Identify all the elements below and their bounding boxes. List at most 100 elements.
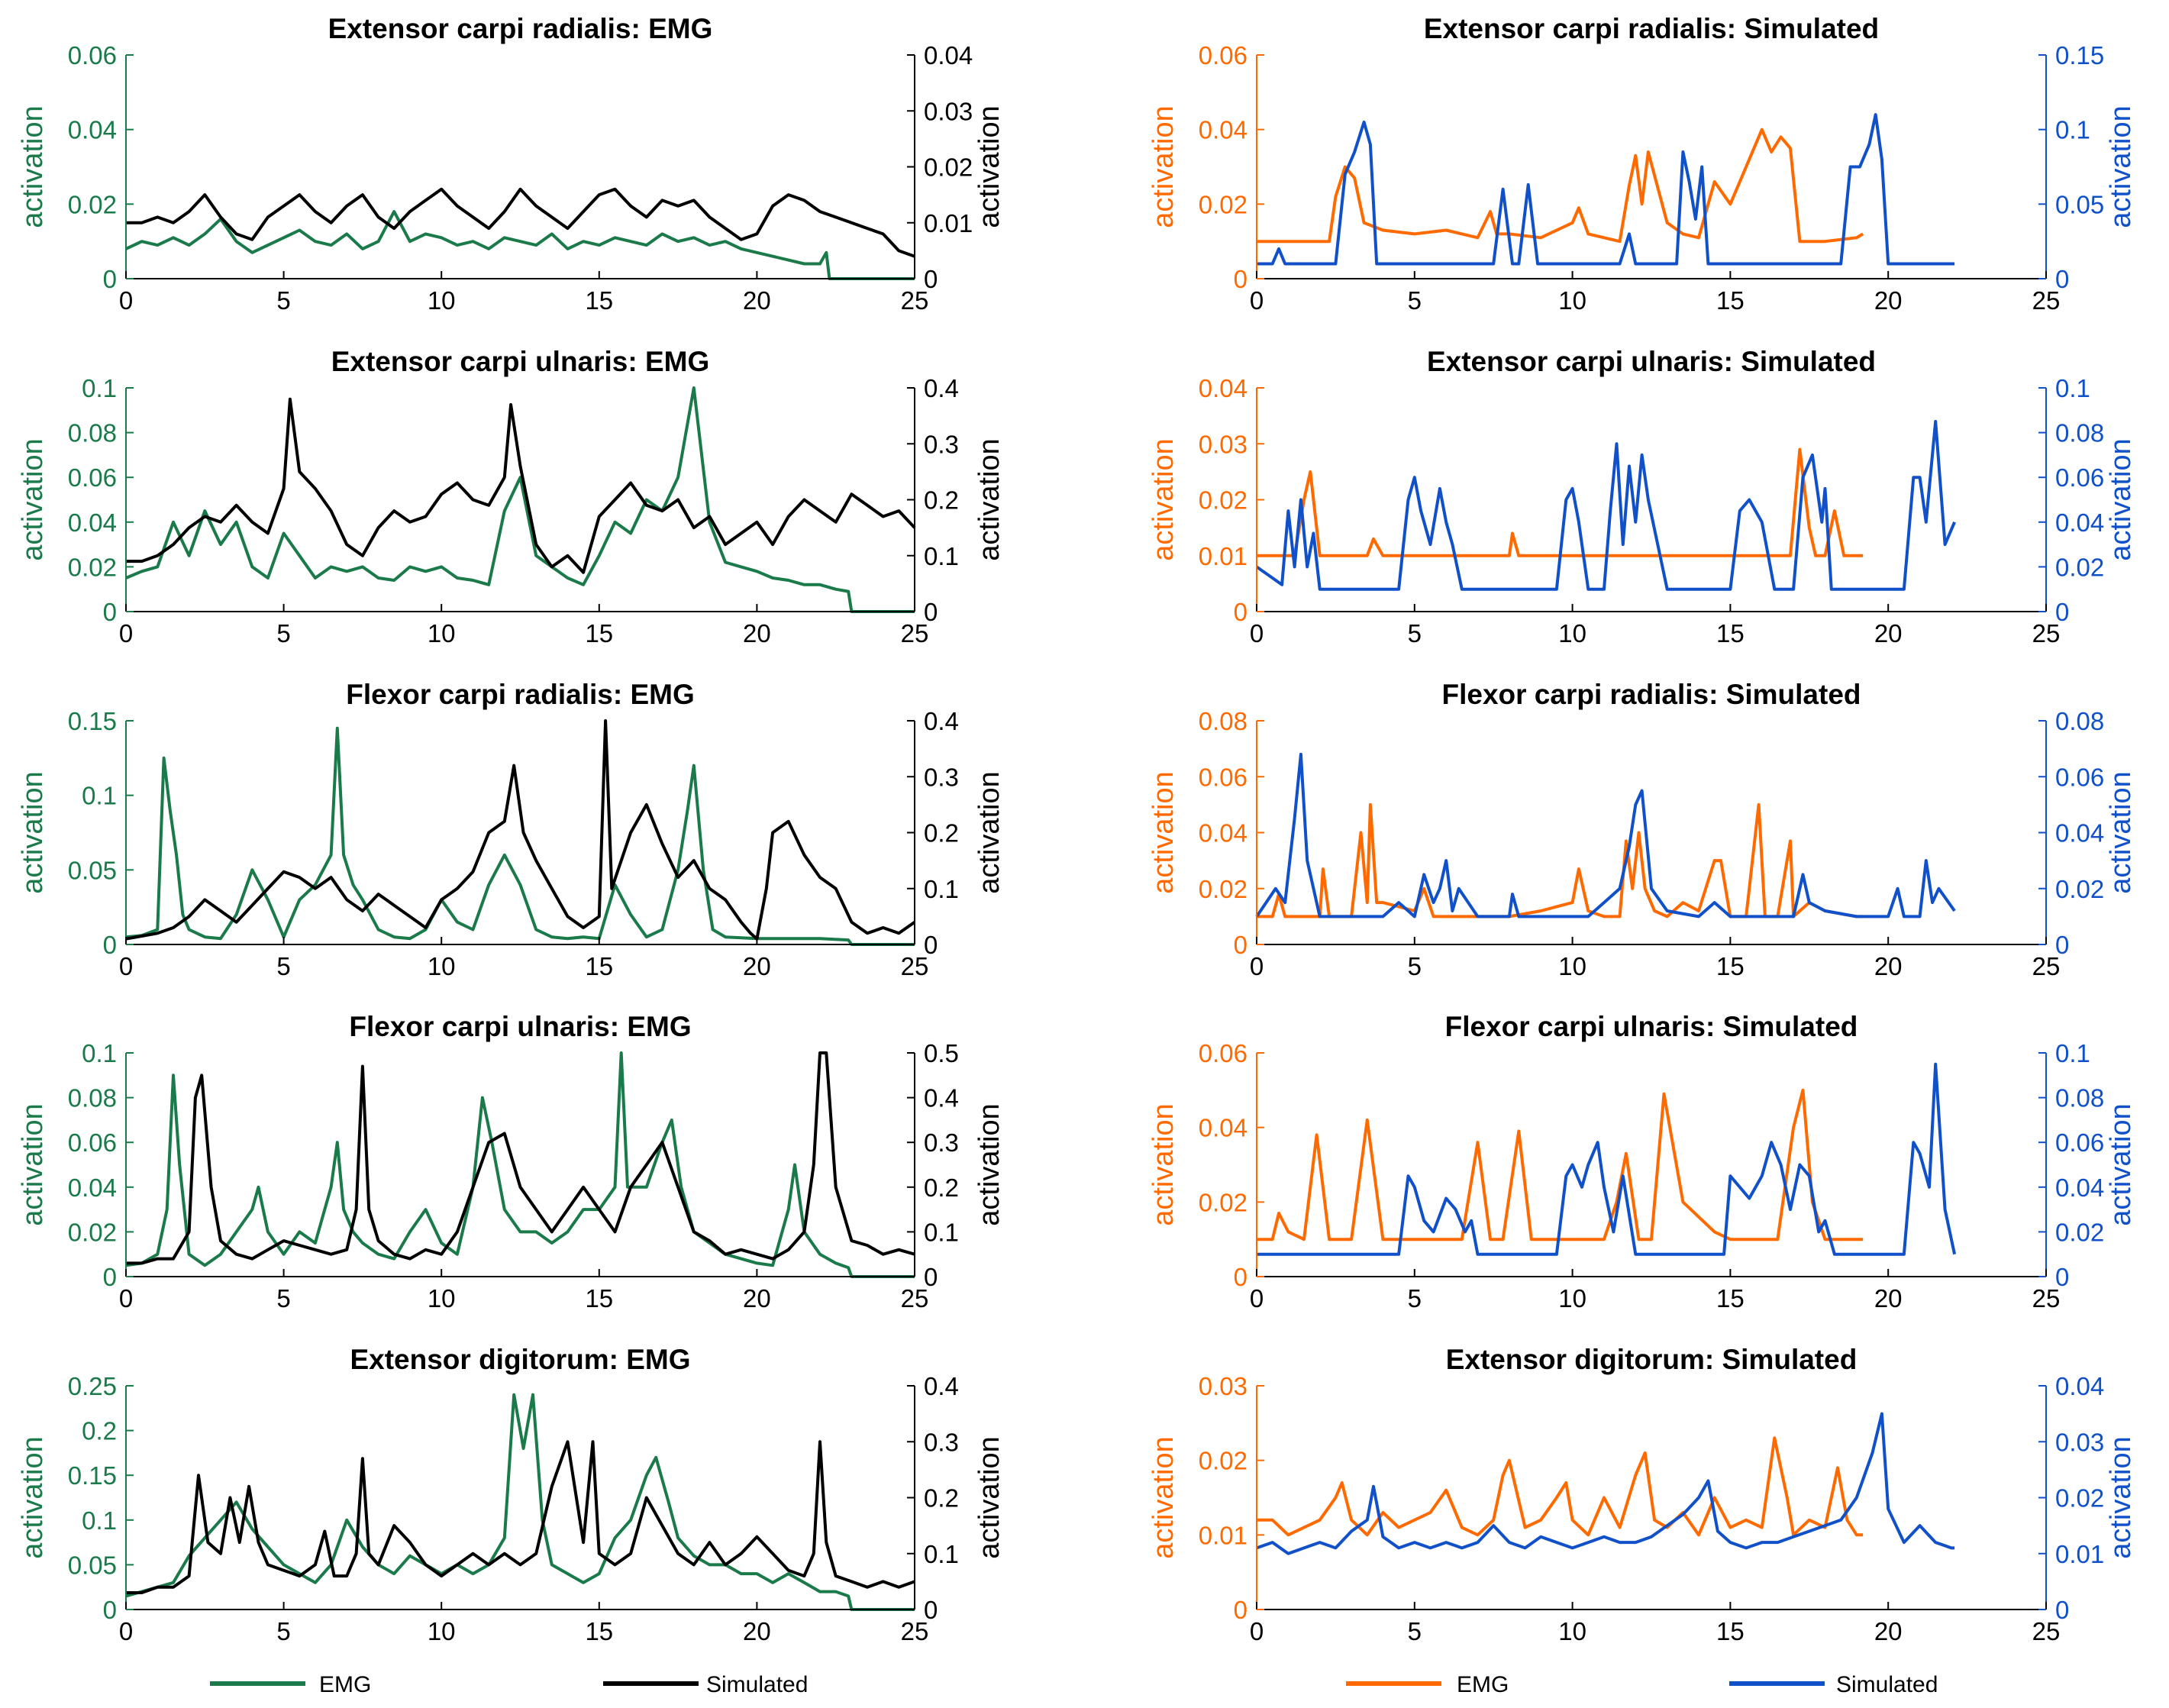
x-tick-label: 15 xyxy=(585,619,613,647)
y-axis-label-left: activation xyxy=(17,105,49,228)
y-tick-label-right: 0.06 xyxy=(2055,763,2104,791)
y-tick-label-left: 0.05 xyxy=(68,1551,117,1579)
y-tick-label-left: 0.02 xyxy=(68,553,117,581)
y-tick-label-right: 0.08 xyxy=(2055,1084,2104,1112)
x-tick-label: 15 xyxy=(585,1617,613,1645)
y-tick-label-left: 0 xyxy=(1234,265,1247,293)
y-tick-label-left: 0.04 xyxy=(68,116,117,144)
y-axis-label-right: activation xyxy=(973,105,1005,228)
y-tick-label-left: 0.04 xyxy=(1199,374,1247,402)
x-tick-label: 10 xyxy=(428,1284,456,1312)
y-tick-label-right: 0.02 xyxy=(2055,1218,2104,1246)
x-tick-label: 10 xyxy=(1558,1284,1586,1312)
y-tick-label-right: 0 xyxy=(2055,931,2069,959)
y-tick-label-right: 0 xyxy=(924,931,938,959)
y-axis-label-right: activation xyxy=(2105,1103,2137,1226)
x-tick-label: 20 xyxy=(743,1617,771,1645)
y-tick-label-right: 0 xyxy=(924,265,938,293)
y-tick-label-right: 0.08 xyxy=(2055,419,2104,447)
x-tick-label: 10 xyxy=(1558,286,1586,315)
x-tick-label: 5 xyxy=(1408,1617,1422,1645)
chart-title: Flexor carpi ulnaris: EMG xyxy=(349,1011,691,1042)
y-tick-label-right: 0.15 xyxy=(2055,41,2104,69)
y-tick-label-left: 0.04 xyxy=(1199,1114,1247,1142)
y-tick-label-right: 0.04 xyxy=(2055,509,2104,537)
y-axis-label-left: activation xyxy=(17,438,49,561)
y-tick-label-left: 0.04 xyxy=(68,509,117,537)
x-tick-label: 25 xyxy=(901,1284,929,1312)
y-tick-label-right: 0.02 xyxy=(2055,553,2104,581)
y-tick-label-right: 0.1 xyxy=(2055,116,2090,144)
y-axis-label-left: activation xyxy=(1147,1103,1180,1226)
series-line-emg xyxy=(125,386,915,613)
y-tick-label-right: 0.04 xyxy=(924,41,973,69)
x-tick-label: 0 xyxy=(1250,286,1264,315)
y-axis-label-right: activation xyxy=(2105,1436,2137,1559)
y-tick-label-left: 0.06 xyxy=(1199,41,1247,69)
y-tick-label-right: 0.3 xyxy=(924,1128,959,1157)
x-tick-label: 0 xyxy=(1250,952,1264,980)
y-axis-label-right: activation xyxy=(2105,105,2137,228)
y-tick-label-right: 0.04 xyxy=(2055,1174,2104,1202)
y-tick-label-right: 0.1 xyxy=(924,542,959,570)
series-line-simulated xyxy=(1255,420,1956,591)
series-line-simulated xyxy=(126,397,916,574)
y-tick-label-left: 0.01 xyxy=(1199,1521,1247,1549)
y-tick-label-left: 0 xyxy=(103,931,117,959)
x-tick-label: 0 xyxy=(119,1617,133,1645)
legend-left-sim-label: Simulated xyxy=(706,1672,808,1697)
chart-title: Extensor carpi ulnaris: EMG xyxy=(331,346,710,377)
chart-title: Flexor carpi radialis: EMG xyxy=(346,679,694,710)
y-tick-label-left: 0.04 xyxy=(68,1174,117,1202)
x-tick-label: 10 xyxy=(428,286,456,315)
y-tick-label-right: 0 xyxy=(2055,1596,2069,1624)
series-line-emg xyxy=(1257,128,1864,244)
y-tick-label-right: 0.04 xyxy=(2055,1372,2104,1400)
y-axis-label-right: activation xyxy=(973,1436,1005,1559)
x-tick-label: 25 xyxy=(2032,952,2061,980)
series-line-emg xyxy=(1257,1436,1864,1537)
x-tick-label: 25 xyxy=(2032,1284,2061,1312)
y-tick-label-left: 0.01 xyxy=(1199,542,1247,570)
y-tick-label-right: 0.3 xyxy=(924,763,959,791)
y-tick-label-left: 0 xyxy=(1234,931,1247,959)
y-tick-label-right: 0.3 xyxy=(924,1428,959,1456)
y-tick-label-left: 0.06 xyxy=(1199,763,1247,791)
y-tick-label-right: 0 xyxy=(2055,265,2069,293)
y-tick-label-right: 0 xyxy=(2055,598,2069,626)
x-tick-label: 5 xyxy=(1408,1284,1422,1312)
y-tick-label-left: 0 xyxy=(103,265,117,293)
chart-title: Extensor carpi ulnaris: Simulated xyxy=(1427,346,1876,377)
y-axis-label-left: activation xyxy=(1147,438,1180,561)
x-tick-label: 25 xyxy=(2032,286,2061,315)
x-tick-label: 0 xyxy=(1250,619,1264,647)
y-tick-label-right: 0.06 xyxy=(2055,1128,2104,1157)
y-tick-label-right: 0.06 xyxy=(2055,463,2104,492)
y-tick-label-left: 0.2 xyxy=(82,1417,117,1445)
legend-left: EMG Simulated xyxy=(210,1672,808,1697)
series-line-simulated xyxy=(125,719,916,941)
y-tick-label-left: 0 xyxy=(1234,1596,1247,1624)
x-tick-label: 5 xyxy=(276,1617,290,1645)
y-axis-label-left: activation xyxy=(1147,105,1180,228)
y-tick-label-left: 0.1 xyxy=(82,1506,117,1535)
y-tick-label-right: 0.04 xyxy=(2055,819,2104,848)
legend-left-emg-label: EMG xyxy=(319,1672,371,1697)
series-line-simulated xyxy=(126,187,915,258)
x-tick-label: 25 xyxy=(901,1617,929,1645)
x-tick-label: 5 xyxy=(1408,952,1422,980)
x-tick-label: 25 xyxy=(2032,619,2061,647)
y-tick-label-right: 0.02 xyxy=(2055,875,2104,903)
x-tick-label: 15 xyxy=(1716,1284,1745,1312)
series-line-emg xyxy=(125,1393,915,1611)
y-tick-label-left: 0.06 xyxy=(68,1128,117,1157)
y-tick-label-left: 0.06 xyxy=(68,41,117,69)
x-tick-label: 0 xyxy=(1250,1617,1264,1645)
x-tick-label: 15 xyxy=(585,1284,613,1312)
y-tick-label-right: 0.08 xyxy=(2055,707,2104,735)
legend-right-sim-label: Simulated xyxy=(1836,1672,1938,1697)
x-tick-label: 5 xyxy=(1408,619,1422,647)
